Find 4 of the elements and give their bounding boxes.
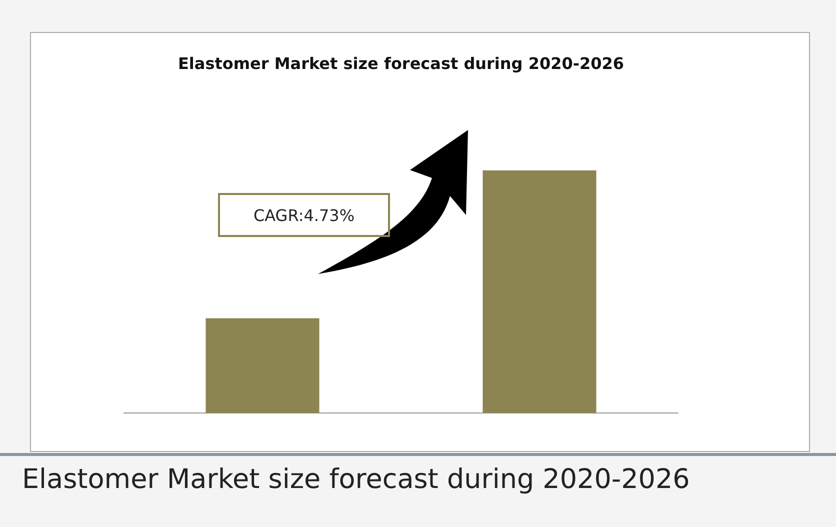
text: Elastomer Market size forecast during 2020-2026: [22, 464, 690, 495]
chart-title: Elastomer Market size forecast during 2020-2026: [178, 54, 624, 73]
note-frame: CAGR:4.73%: [218, 193, 390, 237]
annotation: CAGR:4.73%: [253, 206, 355, 224]
